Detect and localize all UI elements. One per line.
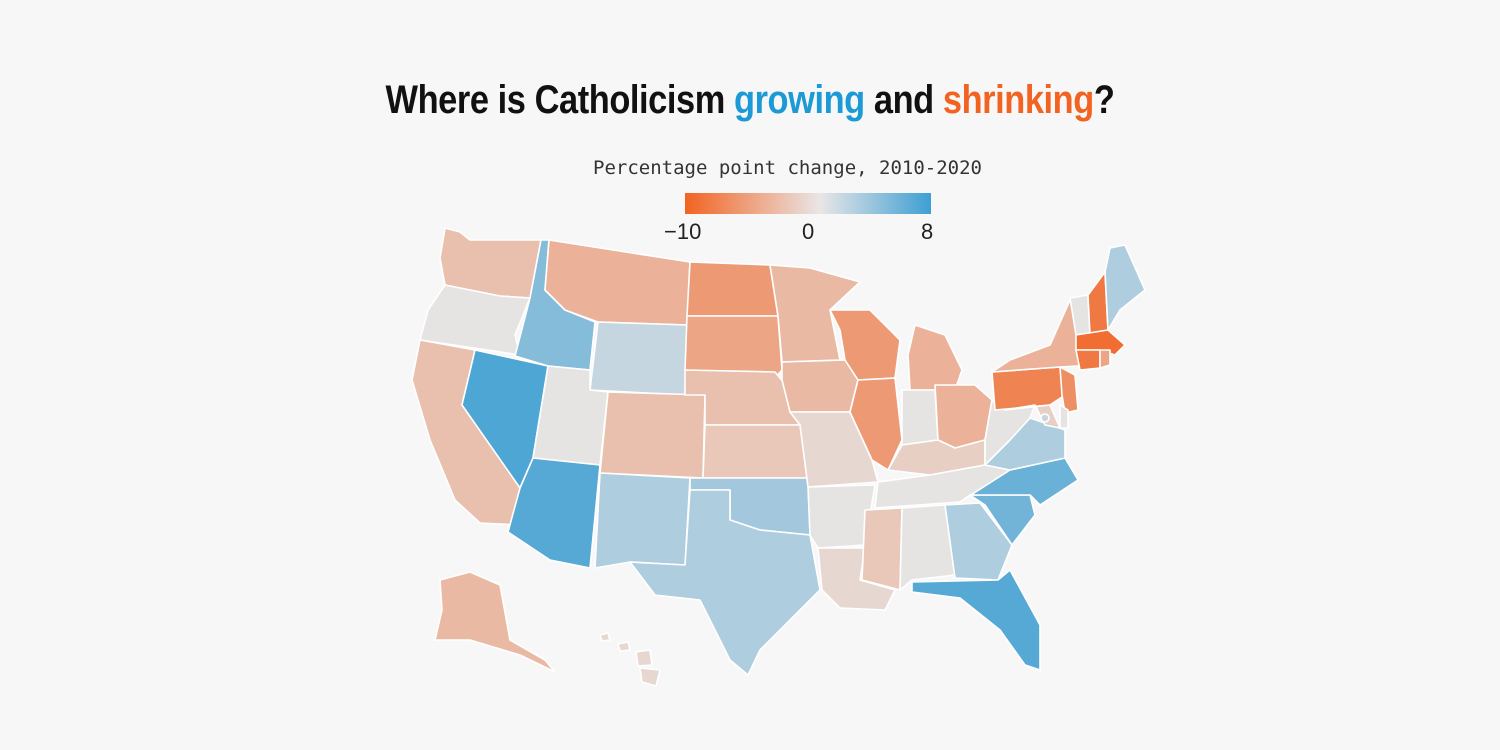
legend-color-bar [685,193,931,214]
state-MS [861,507,903,591]
legend-mid-label: 0 [802,219,815,244]
state-AR [807,484,876,549]
state-DC [1040,413,1050,423]
state-HI [599,632,661,687]
state-GA [944,502,1013,581]
state-PA [991,366,1066,411]
state-DE [1059,404,1069,429]
state-OR [419,284,531,356]
title-shrinking: shrinking [942,78,1094,122]
state-AL [899,504,956,591]
title-suffix: ? [1093,78,1115,122]
state-RI [1099,349,1111,369]
state-MN [769,264,861,363]
state-TX [629,489,821,676]
chart-title: Where is Catholicism growing and shrinki… [105,78,1395,123]
state-SD [684,315,783,379]
state-NM [594,472,691,569]
state-OH [934,384,993,449]
state-ME [1104,244,1146,331]
state-IN [901,389,939,446]
title-middle: and [864,78,943,122]
legend-min-label: −10 [664,219,702,244]
title-growing: growing [734,78,865,122]
state-MI [907,324,963,391]
state-FL [911,569,1041,671]
state-WY [589,321,688,396]
state-NJ [1059,366,1079,414]
legend-max-label: 8 [921,219,934,244]
state-ND [686,261,779,317]
title-prefix: Where is Catholicism [385,78,735,122]
state-KS [702,424,809,479]
state-IA [781,359,859,413]
legend-title: Percentage point change, 2010-2020 [593,157,982,179]
state-CT [1075,349,1101,371]
state-CO [599,391,706,479]
state-AK [434,571,556,673]
